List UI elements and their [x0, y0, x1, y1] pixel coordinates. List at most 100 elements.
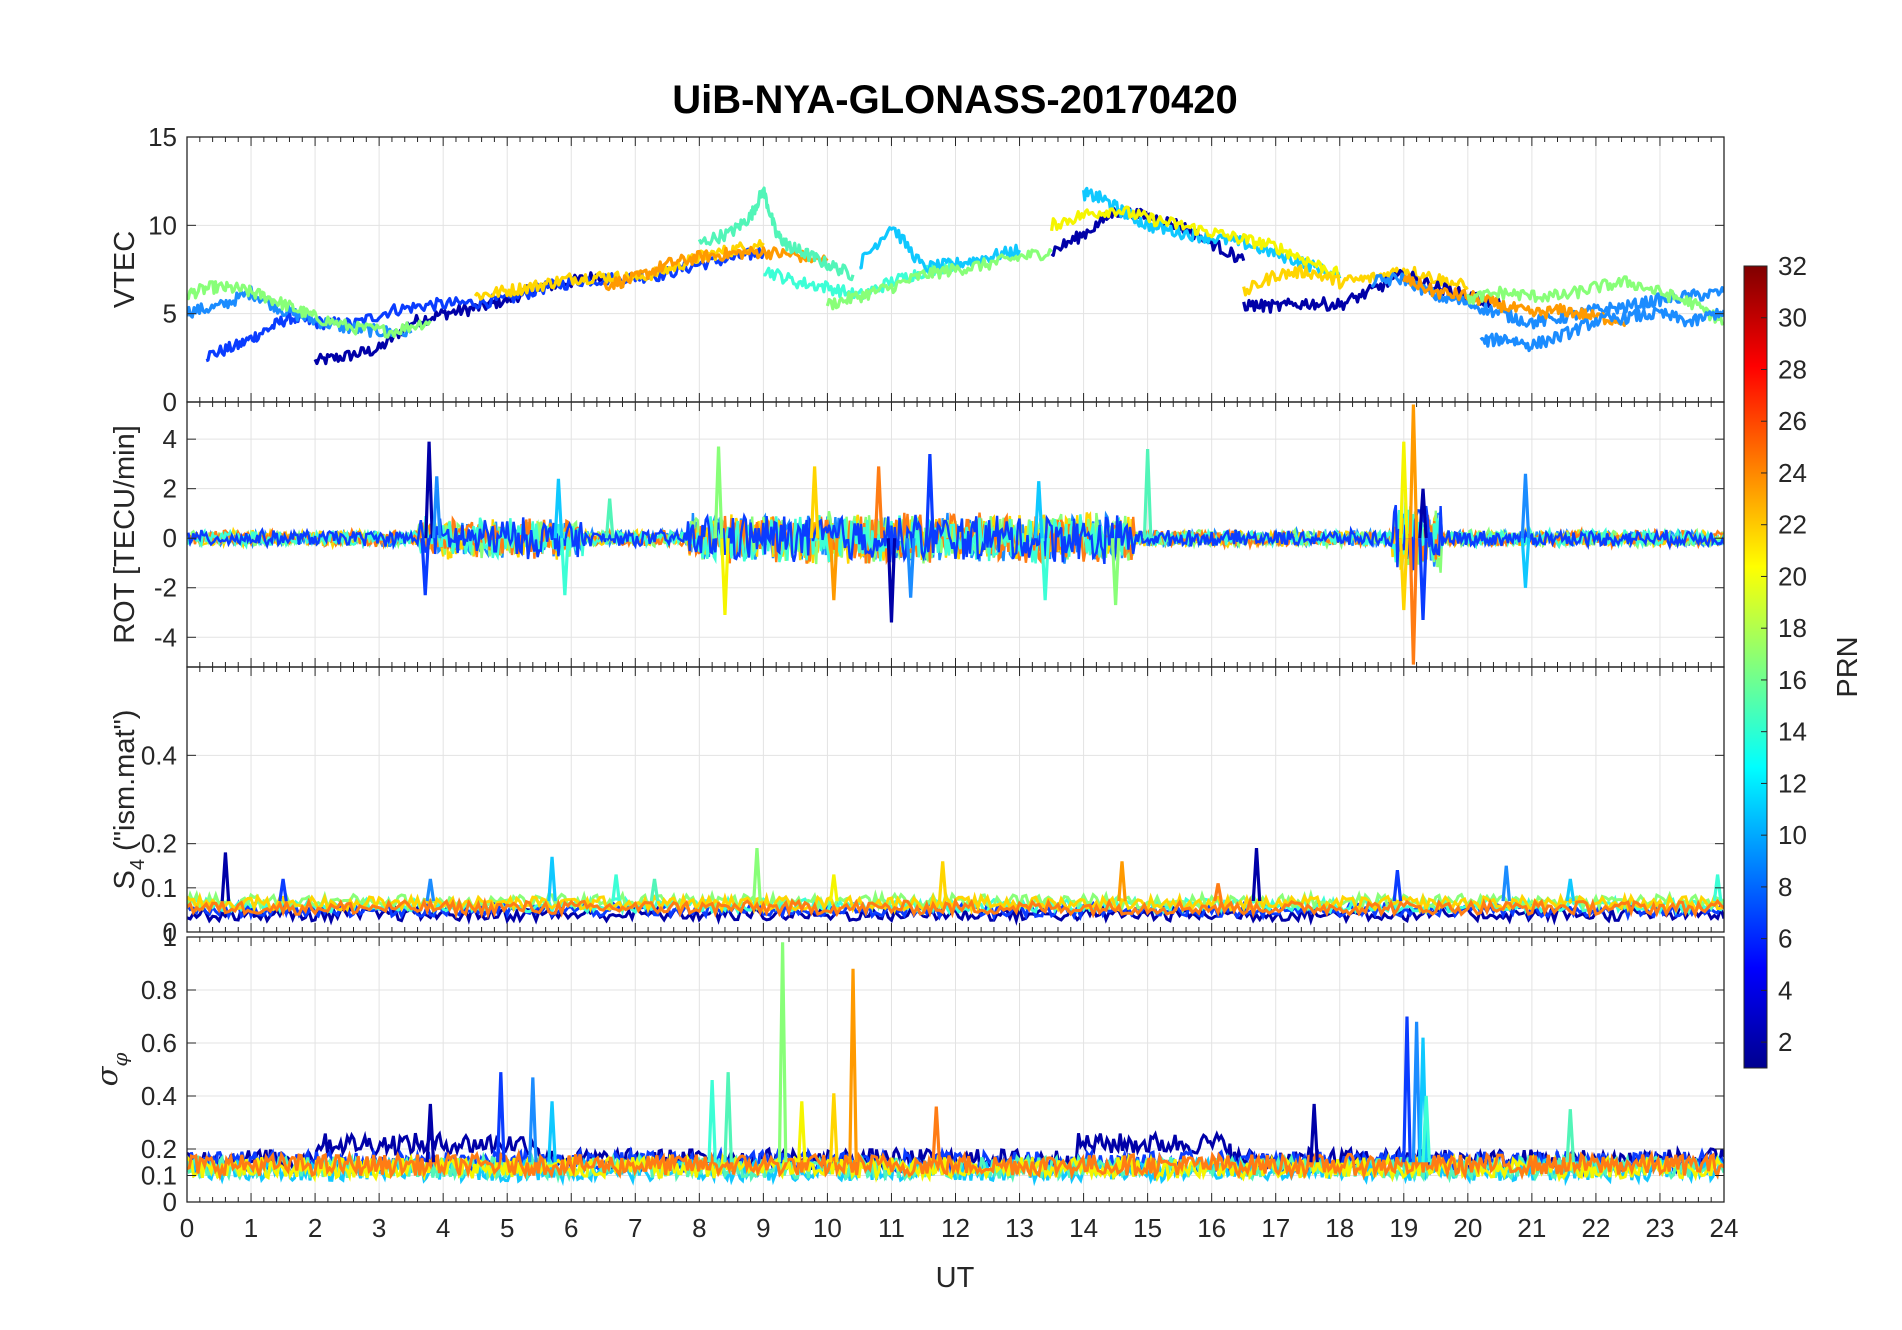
sigma_phi-spike-15: [1421, 1095, 1432, 1163]
vtec-y-tick-label: 5: [163, 299, 177, 329]
panel-sigma_phi: 00.10.20.40.60.810 1 2 3 4 5 6 7 8 9 10 11 12 13 14 15 1…: [90, 922, 1738, 1243]
vtec-track-6: [697, 186, 855, 282]
vtec-track-17: [1466, 275, 1724, 326]
vtec-track-5: [602, 245, 829, 292]
colorbar-tick-label: 22: [1778, 510, 1807, 540]
rot-trace-5: [187, 504, 1724, 571]
rot-spike-2: [431, 476, 442, 539]
x-tick-label: 20: [1453, 1213, 1482, 1243]
sigma_phi-spike-13: [1411, 1021, 1422, 1163]
sigma_phi-spike-11: [1309, 1103, 1319, 1163]
sigma_phi-spike-9: [848, 968, 858, 1163]
rot-spike-1: [420, 538, 431, 596]
s4-spike-6: [752, 847, 762, 902]
s4-spike-4: [611, 874, 621, 902]
s4-y-tick-label: 0.1: [141, 873, 177, 903]
sigma_phi-y-tick-label: 0.2: [141, 1134, 177, 1164]
x-tick-label: 19: [1389, 1213, 1418, 1243]
s4-grid: [186, 667, 1725, 933]
s4-spike-9: [1117, 861, 1127, 902]
rot-spike-10: [873, 466, 884, 539]
rot-spike-12: [925, 453, 935, 539]
rot-series: [187, 404, 1724, 665]
s4-series: [187, 847, 1724, 926]
sigma_phi-y-tick-label: 0.1: [141, 1161, 177, 1191]
vtec-y-tick-label: 15: [148, 122, 177, 152]
rot-spike-11: [886, 538, 897, 623]
s4-trace-5: [187, 895, 1724, 920]
colorbar-tick-label: 12: [1778, 768, 1807, 798]
vtec-track-1: [205, 246, 765, 363]
x-tick-label: 8: [692, 1213, 706, 1243]
sigma_phi-y-tick-label: 1: [163, 922, 177, 952]
x-tick-label: 0: [180, 1213, 194, 1243]
sigma_phi-y-axis-label: σφ: [90, 1053, 132, 1087]
rot-spike-18: [1398, 441, 1409, 539]
sigma_phi-ticks: [186, 936, 1725, 1203]
x-tick-label: 5: [500, 1213, 514, 1243]
s4-spike-1: [278, 878, 288, 902]
s4-spike-0: [220, 852, 231, 902]
colorbar-tick-label: 18: [1778, 613, 1807, 643]
x-tick-label: 9: [756, 1213, 770, 1243]
x-tick-label: 1: [244, 1213, 258, 1243]
sigma_phi-y-tick-label: 0.4: [141, 1081, 177, 1111]
sigma_phi-spike-4: [707, 1080, 717, 1163]
s4-spike-15: [1712, 874, 1723, 902]
colorbar-tick-label: 4: [1778, 975, 1792, 1005]
vtec-track-8: [859, 226, 1021, 274]
colorbar-tick-label: 16: [1778, 665, 1807, 695]
x-tick-label: 17: [1261, 1213, 1290, 1243]
s4-ylabel-rest: ("ism.mat"): [109, 710, 141, 859]
s4-spike-14: [1565, 878, 1576, 902]
sigma_phi-spike-0: [425, 1103, 436, 1163]
vtec-track-0: [313, 271, 605, 366]
s4-ylabel-main: S: [109, 870, 141, 889]
x-tick-label: 14: [1069, 1213, 1098, 1243]
vtec-series: [187, 186, 1724, 366]
rot-spike-17: [1110, 538, 1121, 606]
sigma_phi-spike-7: [797, 1101, 807, 1163]
x-tick-label: 13: [1005, 1213, 1034, 1243]
sigma_phi-spike-10: [931, 1106, 942, 1163]
rot-spike-9: [829, 538, 839, 601]
rot-spike-4: [560, 538, 570, 596]
rot-spike-8: [809, 466, 820, 539]
x-tick-label: 12: [941, 1213, 970, 1243]
sigma_phi-spike-8: [829, 1093, 839, 1163]
rot-spike-23: [1418, 538, 1428, 621]
s4-spike-2: [425, 878, 436, 902]
colorbar-tick-label: 24: [1778, 458, 1807, 488]
sigma_phi-spike-1: [496, 1072, 506, 1163]
sigma_phi-spike-2: [528, 1077, 538, 1163]
colorbar-tick-label: 6: [1778, 924, 1792, 954]
rot-spike-24: [1520, 473, 1531, 539]
s4-y-tick-label: 0.4: [141, 740, 177, 770]
x-tick-label: 18: [1325, 1213, 1354, 1243]
s4-spike-11: [1251, 847, 1262, 902]
rot-spike-22: [1418, 488, 1428, 539]
sigma_phi-spike-12: [1402, 1016, 1412, 1163]
vtec-track-16: [1402, 273, 1630, 327]
s4-spike-3: [547, 856, 557, 902]
vtec-y-tick-label: 10: [148, 210, 177, 240]
sigma_phi-y-tick-label: 0: [163, 1187, 177, 1217]
rot-spike-3: [553, 478, 564, 539]
x-tick-label: 16: [1197, 1213, 1226, 1243]
s4-y-axis-label: S4 ("ism.mat"): [109, 710, 149, 890]
x-tick-label: 2: [308, 1213, 322, 1243]
colorbar-tick-label: 14: [1778, 717, 1807, 747]
colorbar-tick-label: 10: [1778, 820, 1807, 850]
rot-y-tick-label: -2: [154, 573, 177, 603]
vtec-ticks: [186, 136, 1725, 403]
colorbar-tick-label: 20: [1778, 561, 1807, 591]
colorbar-tick-label: 28: [1778, 354, 1807, 384]
x-tick-label: 15: [1133, 1213, 1162, 1243]
vtec-track-3: [187, 280, 432, 339]
s4-spike-8: [937, 861, 948, 902]
x-tick-label: 6: [564, 1213, 578, 1243]
rot-spike-0: [424, 441, 434, 539]
